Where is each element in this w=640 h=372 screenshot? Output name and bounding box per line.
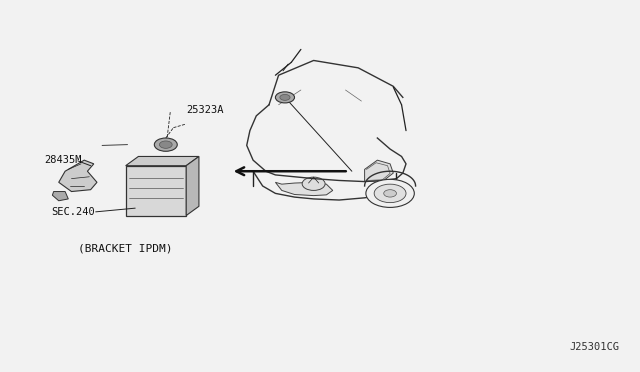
Text: 25323A: 25323A	[186, 105, 224, 115]
FancyBboxPatch shape	[125, 166, 186, 215]
Polygon shape	[365, 160, 394, 182]
Text: (BRACKET IPDM): (BRACKET IPDM)	[78, 244, 173, 254]
Circle shape	[154, 138, 177, 151]
Circle shape	[280, 94, 290, 100]
Circle shape	[302, 177, 325, 190]
Circle shape	[374, 184, 406, 203]
Polygon shape	[52, 192, 68, 201]
Circle shape	[384, 190, 396, 197]
Text: 28435M: 28435M	[45, 155, 82, 165]
Circle shape	[159, 141, 172, 148]
Polygon shape	[186, 157, 199, 215]
Polygon shape	[125, 157, 199, 166]
Polygon shape	[59, 160, 97, 192]
Text: J25301CG: J25301CG	[570, 342, 620, 352]
Circle shape	[275, 92, 294, 103]
Text: SEC.240: SEC.240	[51, 207, 95, 217]
Circle shape	[366, 179, 414, 208]
Polygon shape	[275, 182, 333, 196]
